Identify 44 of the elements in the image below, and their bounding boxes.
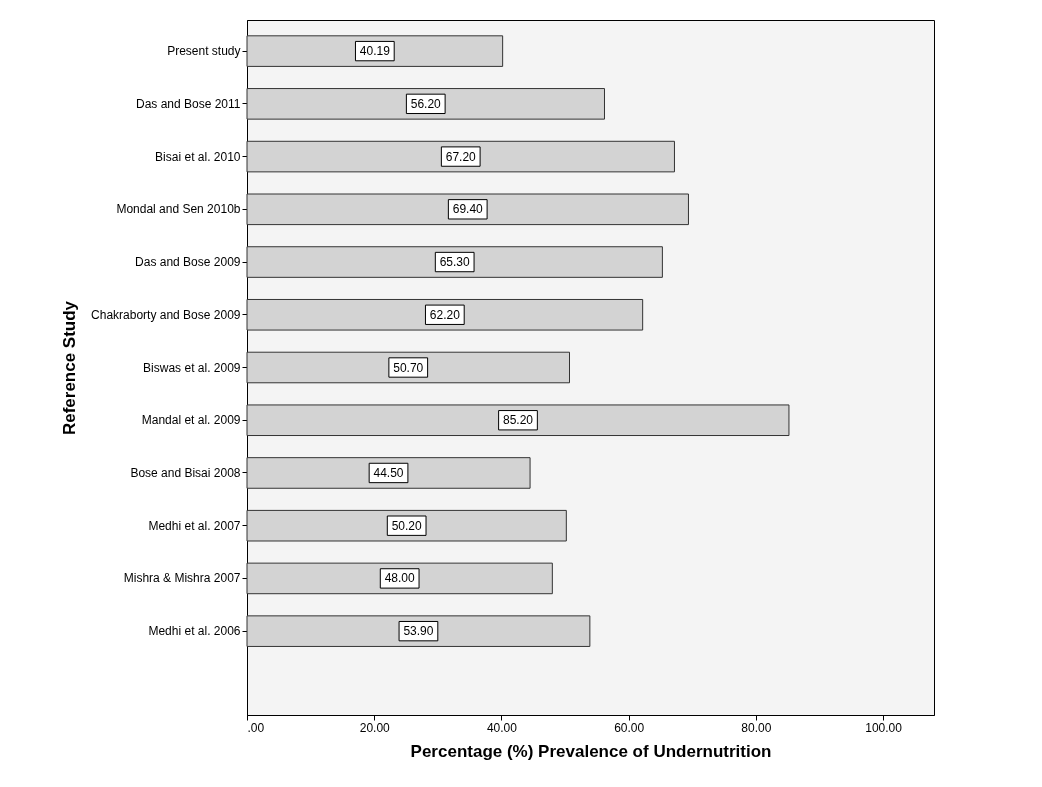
data-label: 62.20 [429,307,461,322]
data-label: 48.00 [384,571,416,586]
bar [246,88,605,120]
y-tick-label: Mondal and Sen 2010b [116,202,241,217]
data-label: 65.30 [439,255,471,270]
bar [246,246,663,278]
x-tick-label: 60.00 [614,720,645,735]
data-label: 40.19 [359,44,391,59]
y-tick-label: Das and Bose 2009 [135,255,241,270]
x-tick-label: .00 [247,720,265,735]
data-label: 56.20 [410,96,442,111]
bar [246,509,567,542]
data-label: 44.50 [373,465,404,480]
bar [246,615,591,647]
y-tick-label: Das and Bose 2011 [135,96,241,111]
x-tick-label: 20.00 [359,720,391,735]
x-tick-label: 40.00 [486,720,518,735]
y-tick-label: Medhi et al. 2006 [148,624,241,639]
y-tick-label: Mishra & Mishra 2007 [123,571,241,586]
bar [246,351,571,384]
data-label: 69.40 [452,202,484,217]
data-label: 85.20 [502,413,534,428]
data-label: 50.20 [391,518,422,533]
y-tick-label: Bisai et al. 2010 [155,149,241,164]
bar [246,457,531,489]
bar [246,140,675,173]
y-tick-label: Chakraborty and Bose 2009 [91,307,241,322]
y-axis-title: Reference Study [60,300,80,436]
bar [246,193,689,226]
y-tick-label: Bose and Bisai 2008 [130,465,241,480]
bar [246,404,790,437]
y-tick-label: Biswas et al. 2009 [143,360,241,375]
bar [246,298,644,331]
bar [246,562,553,595]
y-tick-label: Present study [167,44,241,59]
x-tick-label: 100.00 [865,720,903,735]
x-tick-label: 80.00 [741,720,772,735]
y-tick-label: Medhi et al. 2007 [148,518,241,533]
y-tick-label: Mandal et al. 2009 [141,413,241,428]
bar [246,35,504,67]
data-label: 53.90 [403,624,434,639]
data-label: 50.70 [393,360,424,375]
x-axis-title: Percentage (%) Prevalence of Undernutrition [410,741,772,761]
data-label: 67.20 [445,149,477,164]
